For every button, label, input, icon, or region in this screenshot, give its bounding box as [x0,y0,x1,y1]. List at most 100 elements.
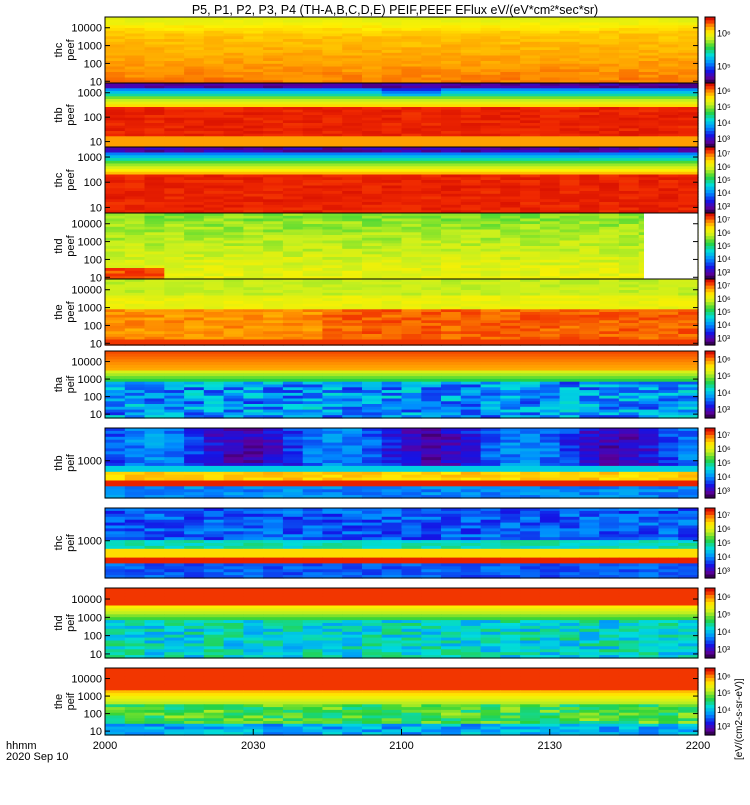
y-tick-label: 10 [90,137,102,149]
heat-cell [678,451,698,455]
heat-cell [441,434,461,438]
colorbar-tick-label: 10⁴ [717,118,731,128]
heat-cell [639,451,659,455]
heat-cell [579,434,599,438]
y-tick-label: 100 [84,392,102,404]
colorbar-tick-label: 10⁷ [717,281,730,291]
heat-cell [204,451,224,455]
heat-cell [263,469,283,473]
heat-cell [303,434,323,438]
colorbar-tick-label: 10⁵ [717,307,731,317]
heat-cell [500,434,520,438]
y-tick-label: 10000 [71,23,102,35]
heat-cell [560,434,580,438]
heat-cell [224,451,244,455]
heat-cell [619,434,639,438]
heat-cell [520,434,540,438]
heat-cell [125,451,145,455]
heat-cell [243,469,263,473]
panel-label-quantity: peef [65,103,77,125]
heat-cell [461,434,481,438]
y-tick-label: 10 [90,338,102,350]
y-tick-label: 10 [90,76,102,88]
heat-cell [342,451,362,455]
y-tick-label: 100 [84,112,102,124]
heat-cell [283,434,303,438]
figure-title: P5, P1, P2, P3, P4 (TH-A,B,C,D,E) PEIF,P… [192,3,598,17]
heat-cell [243,451,263,455]
panel-label-quantity: peef [65,300,77,322]
y-tick-label: 10 [90,272,102,284]
heat-cell [164,434,184,438]
heat-cell [421,434,441,438]
y-tick-label: 1000 [78,152,102,164]
y-tick-label: 1000 [78,303,102,315]
colorbar-tick-label: 10³ [717,333,730,343]
heat-cell [540,434,560,438]
colorbar-tick-label: 10³ [717,134,730,144]
y-tick-label: 1000 [78,41,102,53]
heat-cell [481,451,501,455]
colorbar-tick-label: 10³ [717,201,730,211]
panel-label-probe: thc [53,172,65,187]
heat-cell [461,451,481,455]
colorbar-tick-label: 10⁴ [717,320,731,330]
y-tick-label: 10 [90,202,102,214]
panel-label-probe: thb [53,107,65,122]
panel-label-probe: thc [53,42,65,57]
heat-cell [283,469,303,473]
y-tick-label: 100 [84,254,102,266]
panel-label-probe: tha [53,376,65,392]
heat-cell [599,451,619,455]
colorbar-tick-label: 10⁵ [717,241,731,251]
y-tick-label: 10000 [71,219,102,231]
y-tick-label: 1000 [78,88,102,100]
heat-cell [263,434,283,438]
heat-cell [500,451,520,455]
heat-cell [322,434,342,438]
heat-cell [184,469,204,473]
heat-cell [164,469,184,473]
colorbar-tick-label: 10⁵ [717,62,731,72]
heat-cell [125,469,145,473]
y-tick-label: 100 [84,58,102,70]
heat-cell [184,451,204,455]
data-gap [644,213,698,279]
heat-cell [322,451,342,455]
colorbar-tick-label: 10⁵ [717,175,731,185]
heat-cell [283,451,303,455]
heat-cell [362,434,382,438]
panel-label-probe: thd [53,238,65,253]
y-tick-label: 10 [90,409,102,421]
heat-cell [263,451,283,455]
colorbar-tick-label: 10⁴ [717,188,731,198]
heat-cell [421,451,441,455]
heat-cell [342,434,362,438]
heat-cell [184,434,204,438]
y-tick-label: 100 [84,177,102,189]
colorbar-tick-label: 10⁷ [717,149,730,159]
colorbar-tick-label: 10⁶ [717,354,731,364]
colorbar-tick-label: 10⁵ [717,102,731,112]
heat-cell [402,434,422,438]
heat-cell [678,434,698,438]
colorbar-tick-label: 10⁷ [717,215,730,225]
colorbar-tick-label: 10⁴ [717,388,731,398]
heat-cell [599,434,619,438]
heat-cell [303,469,323,473]
heat-cell [322,469,342,473]
heat-cell [243,434,263,438]
heat-cell [342,469,362,473]
panel-label-quantity: peif [65,375,77,394]
heat-cell [145,434,165,438]
panel-label-probe: the [53,304,65,319]
panel-label-quantity: peef [65,234,77,256]
